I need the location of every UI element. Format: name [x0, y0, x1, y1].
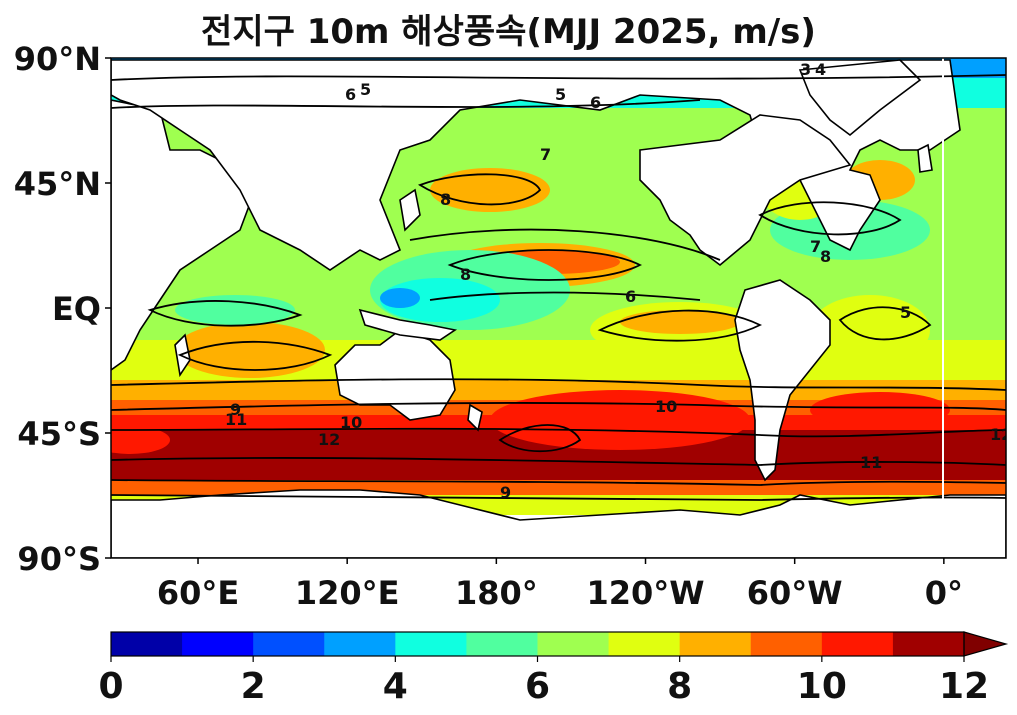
colorbar-tick-label: 4: [383, 666, 408, 707]
colorbar-swatch: [679, 632, 752, 656]
map-title: 전지구 10m 해상풍속(MJJ 2025, m/s): [201, 12, 816, 52]
contour-label: 5: [555, 85, 566, 104]
warm-pool-patch: [380, 278, 500, 322]
colorbar-tick-label: 2: [241, 666, 266, 707]
britain: [917, 143, 933, 173]
colorbar-tick-label: 0: [98, 666, 123, 707]
contour-label: 5: [900, 303, 911, 322]
x-tick-label: 120°E: [295, 574, 400, 612]
y-tick-label: 90°S: [17, 540, 101, 578]
contour-label-group: 3 4 5 5 6 6 7 8 8 9 10 11 12 5 6 7 8 9 1…: [225, 60, 1012, 502]
africa: [111, 99, 256, 371]
satl-south-patch: [810, 392, 950, 428]
y-tick-label: 45°S: [17, 415, 101, 453]
colorbar-swatch: [608, 632, 681, 656]
y-tick-label: 45°N: [14, 165, 101, 203]
x-tick-label: 0°: [925, 574, 963, 612]
x-tick-label: 120°W: [586, 574, 704, 612]
contour-label: 10: [655, 397, 677, 416]
contour-label: 9: [230, 400, 241, 419]
indian-eq-patch: [175, 295, 295, 325]
contour-label: 8: [440, 190, 451, 209]
contour-label: 7: [540, 145, 551, 164]
y-tick-label: EQ: [52, 290, 101, 328]
contour-label: 10: [340, 413, 362, 432]
colorbar-swatch: [111, 632, 183, 656]
y-tick-label: 90°N: [14, 40, 101, 78]
wind-field: 3 4 5 5 6 6 7 8 8 9 10 11 12 5 6 7 8 9 1…: [111, 58, 1012, 558]
x-axis: 60°E 120°E 180° 120°W 60°W 0°: [157, 558, 963, 612]
colorbar-swatch: [821, 632, 894, 656]
contour-label: 12: [318, 430, 340, 449]
contour-label: 3: [800, 60, 811, 79]
colorbar: 0 2 4 6 8 10 12: [98, 631, 1009, 707]
north-america: [639, 114, 852, 267]
indian-trade-patch: [175, 322, 325, 378]
colorbar-extend-arrow: [963, 631, 1009, 657]
maritime-continent: [358, 308, 458, 341]
contour-label: 6: [345, 85, 356, 104]
new-zealand: [467, 403, 483, 432]
south-america: [734, 279, 831, 482]
colorbar-swatch: [324, 632, 396, 656]
contour-label: 4: [815, 60, 826, 79]
contour-label: 6: [625, 287, 636, 306]
colorbar-swatch: [395, 632, 467, 656]
contour-label: 6: [590, 93, 601, 112]
colorbar-swatch: [537, 632, 610, 656]
contour-label: 11: [860, 453, 882, 472]
contour-label: 7: [810, 237, 821, 256]
epac-core: [620, 310, 740, 334]
colorbar-swatch: [182, 632, 254, 656]
x-tick-label: 60°W: [747, 574, 843, 612]
warm-pool-low: [380, 288, 420, 308]
contour-label: 8: [820, 247, 831, 266]
colorbar-swatch: [466, 632, 538, 656]
colorbar-swatch: [750, 632, 823, 656]
sio-west-patch: [111, 426, 170, 454]
satl-patch: [810, 295, 930, 365]
spac-patch: [490, 390, 750, 450]
colorbar-tick-label: 10: [797, 666, 847, 707]
x-tick-label: 60°E: [157, 574, 239, 612]
colorbar-swatch: [892, 632, 965, 656]
colorbar-tick-label: 8: [667, 666, 692, 707]
contour-lines: [111, 74, 1006, 501]
x-tick-label: 180°: [455, 574, 538, 612]
contour-label: 5: [360, 80, 371, 99]
colorbar-tick-label: 6: [525, 666, 550, 707]
japan: [399, 188, 421, 232]
colorbar-swatch: [253, 632, 325, 656]
eurasia: [111, 59, 961, 271]
contour-label: 8: [460, 265, 471, 284]
antarctica: [111, 489, 1006, 558]
colorbar-tick-label: 12: [939, 666, 989, 707]
contour-label: 9: [500, 483, 511, 502]
y-axis: 90°N 45°N EQ 45°S 90°S: [14, 40, 111, 578]
contour-label: 12: [990, 425, 1012, 444]
contour-label: 11: [225, 410, 247, 429]
